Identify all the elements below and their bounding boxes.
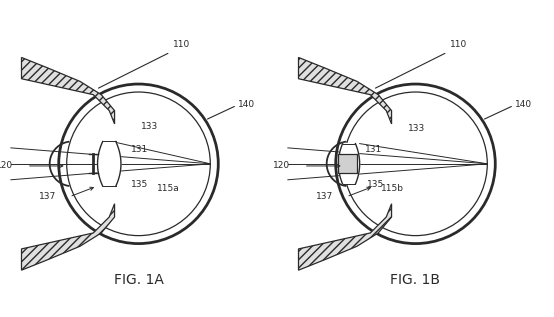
Text: 133: 133: [408, 124, 425, 133]
Text: 133: 133: [141, 122, 158, 131]
Text: 131: 131: [131, 145, 148, 154]
Text: 137: 137: [39, 192, 56, 201]
Polygon shape: [338, 144, 360, 184]
Polygon shape: [338, 154, 357, 173]
Polygon shape: [299, 204, 392, 270]
Text: 110: 110: [173, 41, 191, 49]
Text: 135: 135: [131, 180, 148, 189]
Text: 115b: 115b: [381, 184, 404, 193]
Polygon shape: [22, 57, 115, 124]
Text: 140: 140: [515, 100, 532, 109]
Polygon shape: [22, 204, 115, 270]
Text: 120: 120: [273, 161, 290, 171]
Text: 115a: 115a: [157, 184, 180, 193]
Text: FIG. 1A: FIG. 1A: [114, 273, 163, 287]
Text: FIG. 1B: FIG. 1B: [391, 273, 440, 287]
Text: 120: 120: [0, 161, 13, 171]
Circle shape: [59, 84, 218, 243]
Polygon shape: [98, 141, 121, 186]
Text: 135: 135: [367, 180, 384, 189]
Text: 110: 110: [450, 41, 468, 49]
Text: 137: 137: [316, 192, 333, 201]
Circle shape: [336, 84, 495, 243]
Text: 131: 131: [365, 145, 382, 154]
Text: 140: 140: [238, 100, 255, 109]
Polygon shape: [299, 57, 392, 124]
